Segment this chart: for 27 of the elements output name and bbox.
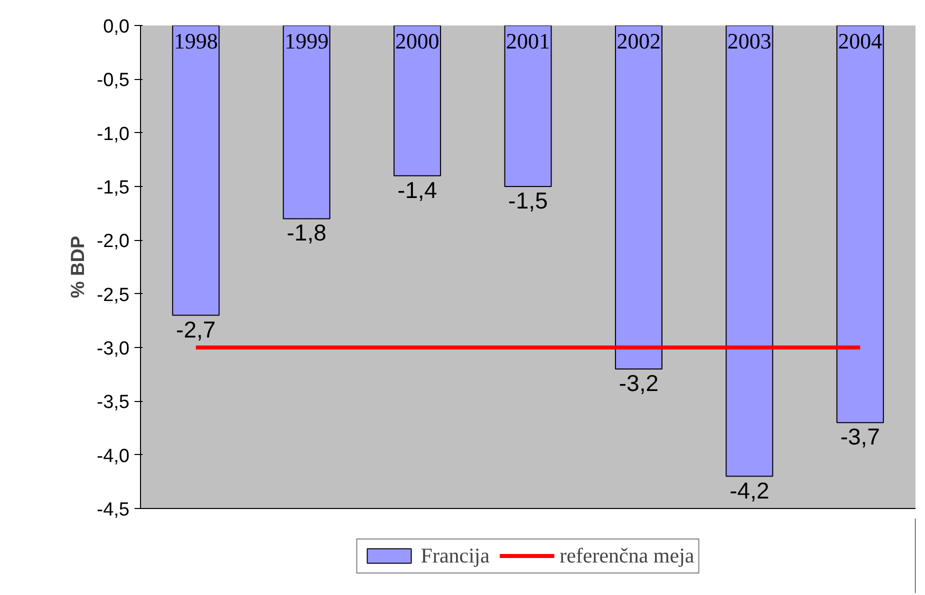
x-tick-label: 2001: [506, 28, 550, 54]
y-tick-label: 0,0: [103, 16, 130, 38]
y-tick-label: -3,5: [96, 392, 130, 414]
y-tick-label: -1,5: [96, 178, 130, 198]
data-label: -1,4: [397, 176, 438, 203]
x-tick-label: 2004: [838, 28, 882, 54]
data-label: -2,7: [176, 316, 216, 342]
x-tick-label: 1998: [174, 28, 218, 54]
x-tick-label: 2002: [616, 28, 661, 54]
y-tick-label: -1,0: [96, 124, 130, 145]
x-tick-label: 2000: [395, 28, 440, 54]
y-axis-title: % BDP: [68, 236, 89, 298]
y-tick-label: -2,5: [96, 284, 130, 306]
data-label: -1,8: [286, 220, 326, 246]
x-tick-label: 2003: [727, 28, 772, 54]
legend-label: Francija: [420, 543, 490, 568]
x-tick-label: 1999: [284, 28, 329, 54]
data-label: -1,5: [508, 188, 548, 214]
y-tick-label: -2,0: [96, 231, 130, 252]
y-tick-label: -4,5: [96, 500, 130, 520]
y-tick-label: -3,0: [96, 338, 130, 360]
y-tick-label: -4,0: [96, 446, 130, 467]
data-label: -4,2: [730, 477, 770, 504]
data-label: -3,7: [840, 424, 880, 450]
y-tick-label: -0,5: [96, 70, 130, 92]
data-label: -3,2: [618, 370, 659, 396]
legend-label: referenčna meja: [560, 543, 694, 568]
